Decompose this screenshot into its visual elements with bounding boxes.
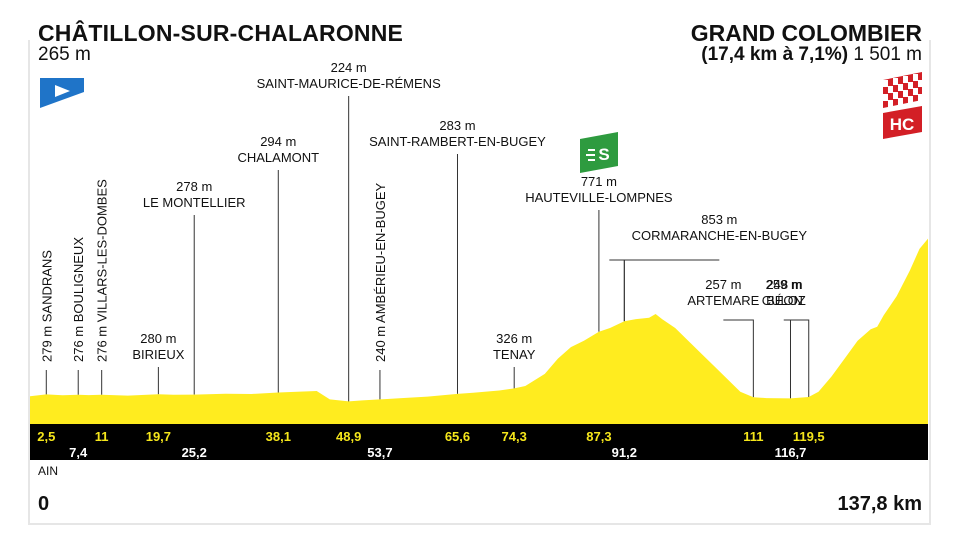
- waypoint-label-bouligneux: 276 m BOULIGNEUX: [71, 237, 86, 362]
- start-town-name: CHÂTILLON-SUR-CHALARONNE: [38, 20, 404, 46]
- km-label-hauteville-lompnes: 87,3: [586, 429, 611, 444]
- hc-category-icon: HC: [883, 106, 922, 139]
- total-distance: 137,8 km: [837, 493, 922, 515]
- km-label-sandrans: 2,5: [37, 429, 55, 444]
- km-label-chalamont: 38,1: [266, 429, 291, 444]
- km-label-saint-maurice-de-r-mens: 48,9: [336, 429, 361, 444]
- waypoint-name-saint-maurice-de-r-mens: SAINT-MAURICE-DE-RÉMENS: [257, 76, 442, 91]
- km-label-saint-rambert-en-bugey: 65,6: [445, 429, 470, 444]
- km-label-le-montellier: 25,2: [182, 445, 207, 460]
- finish-name: GRAND COLOMBIER: [690, 20, 922, 46]
- waypoint-name-hauteville-lompnes: HAUTEVILLE-LOMPNES: [525, 190, 673, 205]
- km-label-villars-les-dombes: 11: [95, 429, 109, 444]
- km-label-culoz: 119,5: [793, 429, 825, 444]
- waypoint-altitude-le-montellier: 278 m: [176, 179, 212, 194]
- km-label-cormaranche-en-bugey: 91,2: [612, 445, 637, 460]
- distance-band: [30, 424, 928, 460]
- waypoint-name-chalamont: CHALAMONT: [237, 150, 319, 165]
- waypoint-altitude-saint-maurice-de-r-mens: 224 m: [331, 60, 367, 75]
- waypoint-name-culoz: CULOZ: [762, 293, 806, 308]
- waypoint-altitude-tenay: 326 m: [496, 331, 532, 346]
- finish-details: (17,4 km à 7,1%) 1 501 m: [701, 44, 922, 66]
- hc-category-label: HC: [890, 115, 915, 134]
- waypoint-name-saint-rambert-en-bugey: SAINT-RAMBERT-EN-BUGEY: [369, 134, 546, 149]
- waypoint-name-birieux: BIRIEUX: [132, 347, 184, 362]
- waypoint-altitude-culoz: 259 m: [766, 277, 802, 292]
- km-label-artemare: 111: [743, 429, 763, 444]
- waypoint-name-le-montellier: LE MONTELLIER: [143, 195, 246, 210]
- km-label-amb-rieu-en-bugey: 53,7: [367, 445, 392, 460]
- finish-altitude: 1 501 m: [853, 44, 922, 65]
- start-altitude: 265 m: [38, 44, 91, 65]
- profile-frame: [28, 40, 931, 525]
- waypoint-altitude-artemare: 257 m: [705, 277, 741, 292]
- waypoint-altitude-b-on: 248 m: [766, 277, 802, 292]
- waypoint-name-b-on: BÉON: [766, 293, 803, 308]
- km-label-birieux: 19,7: [146, 429, 171, 444]
- waypoint-label-amb-rieu-en-bugey: 240 m AMBÉRIEU-EN-BUGEY: [373, 183, 388, 362]
- sprint-badge-letter: S: [598, 145, 609, 164]
- km-label-bouligneux: 7,4: [69, 445, 88, 460]
- km-label-b-on: 116,7: [775, 445, 807, 460]
- km-label-tenay: 74,3: [502, 429, 527, 444]
- waypoint-altitude-chalamont: 294 m: [260, 134, 296, 149]
- waypoint-altitude-cormaranche-en-bugey: 853 m: [701, 212, 737, 227]
- start-flag-icon: [40, 78, 84, 108]
- finish-climb-info: (17,4 km à 7,1%): [701, 44, 849, 65]
- start-distance: 0: [38, 493, 50, 515]
- waypoint-name-artemare: ARTEMARE: [687, 293, 759, 308]
- waypoint-name-tenay: TENAY: [493, 347, 536, 362]
- elevation-profile-area: [30, 238, 928, 424]
- waypoint-label-sandrans: 279 m SANDRANS: [39, 250, 54, 362]
- finish-checkered-flag-icon: [883, 72, 923, 108]
- waypoint-altitude-saint-rambert-en-bugey: 283 m: [439, 118, 475, 133]
- waypoint-altitude-birieux: 280 m: [140, 331, 176, 346]
- waypoint-altitude-hauteville-lompnes: 771 m: [581, 174, 617, 189]
- waypoint-label-villars-les-dombes: 276 m VILLARS-LES-DOMBES: [95, 179, 110, 362]
- waypoint-name-cormaranche-en-bugey: CORMARANCHE-EN-BUGEY: [632, 228, 808, 243]
- sprint-icon: S: [580, 132, 618, 173]
- region-label: AIN: [38, 464, 59, 478]
